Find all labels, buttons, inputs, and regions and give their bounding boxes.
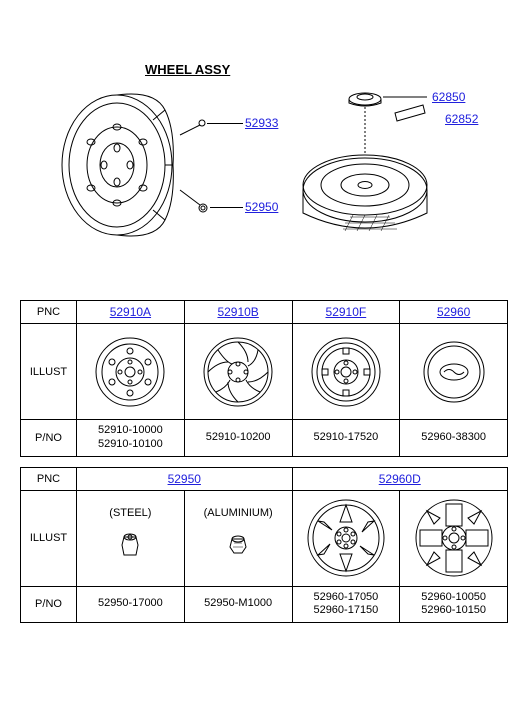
pnc-link[interactable]: 52910F [326,305,367,319]
illust-cell [292,324,400,420]
pno-cell: 52950-17000 [77,586,185,623]
hdr-pnc: PNC [21,301,77,324]
table-row: PNC 52950 52960D [21,467,508,490]
illust-cell [400,324,508,420]
pno-cell: 52950-M1000 [184,586,292,623]
hdr-pno: P/NO [21,420,77,457]
illust-cell [292,490,400,586]
illust-cell [184,324,292,420]
pnc-link[interactable]: 52910B [217,305,258,319]
pno-cell: 52910-10200 [184,420,292,457]
wheel-assy-title: WHEEL ASSY [145,62,230,77]
wheel-assy-illust [45,80,225,250]
pnc-link[interactable]: 52960 [437,305,470,319]
table-row: ILLUST (STEEL) (ALUMINIUM) [21,490,508,586]
pnc-link[interactable]: 52960D [379,472,421,486]
pno-cell: 52910-17520 [292,420,400,457]
illust-cell: (ALUMINIUM) [184,490,292,586]
table-row: PNC 52910A 52910B 52910F 52960 [21,301,508,324]
table-row: P/NO 52910-1000052910-10100 52910-10200 … [21,420,508,457]
illust-cell: (STEEL) [77,490,185,586]
pno-cell: 52910-1000052910-10100 [77,420,185,457]
hdr-illust: ILLUST [21,490,77,586]
hdr-pno: P/NO [21,586,77,623]
illust-cell [77,324,185,420]
pno-cell: 52960-38300 [400,420,508,457]
pno-cell: 52960-1705052960-17150 [292,586,400,623]
table-row: ILLUST [21,324,508,420]
exploded-diagram: WHEEL ASSY [0,0,532,290]
pnc-link[interactable]: 52910A [110,305,151,319]
material-label: (ALUMINIUM) [187,507,290,519]
callout-52933[interactable]: 52933 [245,116,278,130]
pno-cell: 52960-1005052960-10150 [400,586,508,623]
hdr-illust: ILLUST [21,324,77,420]
callout-62850[interactable]: 62850 [432,90,465,104]
table-row: P/NO 52950-17000 52950-M1000 52960-17050… [21,586,508,623]
parts-table-2: PNC 52950 52960D ILLUST (STEEL) (ALUMINI… [20,467,508,624]
callout-52950[interactable]: 52950 [245,200,278,214]
illust-cell [400,490,508,586]
pnc-link[interactable]: 52950 [168,472,201,486]
material-label: (STEEL) [79,507,182,519]
parts-table-1: PNC 52910A 52910B 52910F 52960 ILLUST [20,300,508,457]
callout-62852[interactable]: 62852 [445,112,478,126]
spare-cap-illust [295,85,455,255]
hdr-pnc: PNC [21,467,77,490]
